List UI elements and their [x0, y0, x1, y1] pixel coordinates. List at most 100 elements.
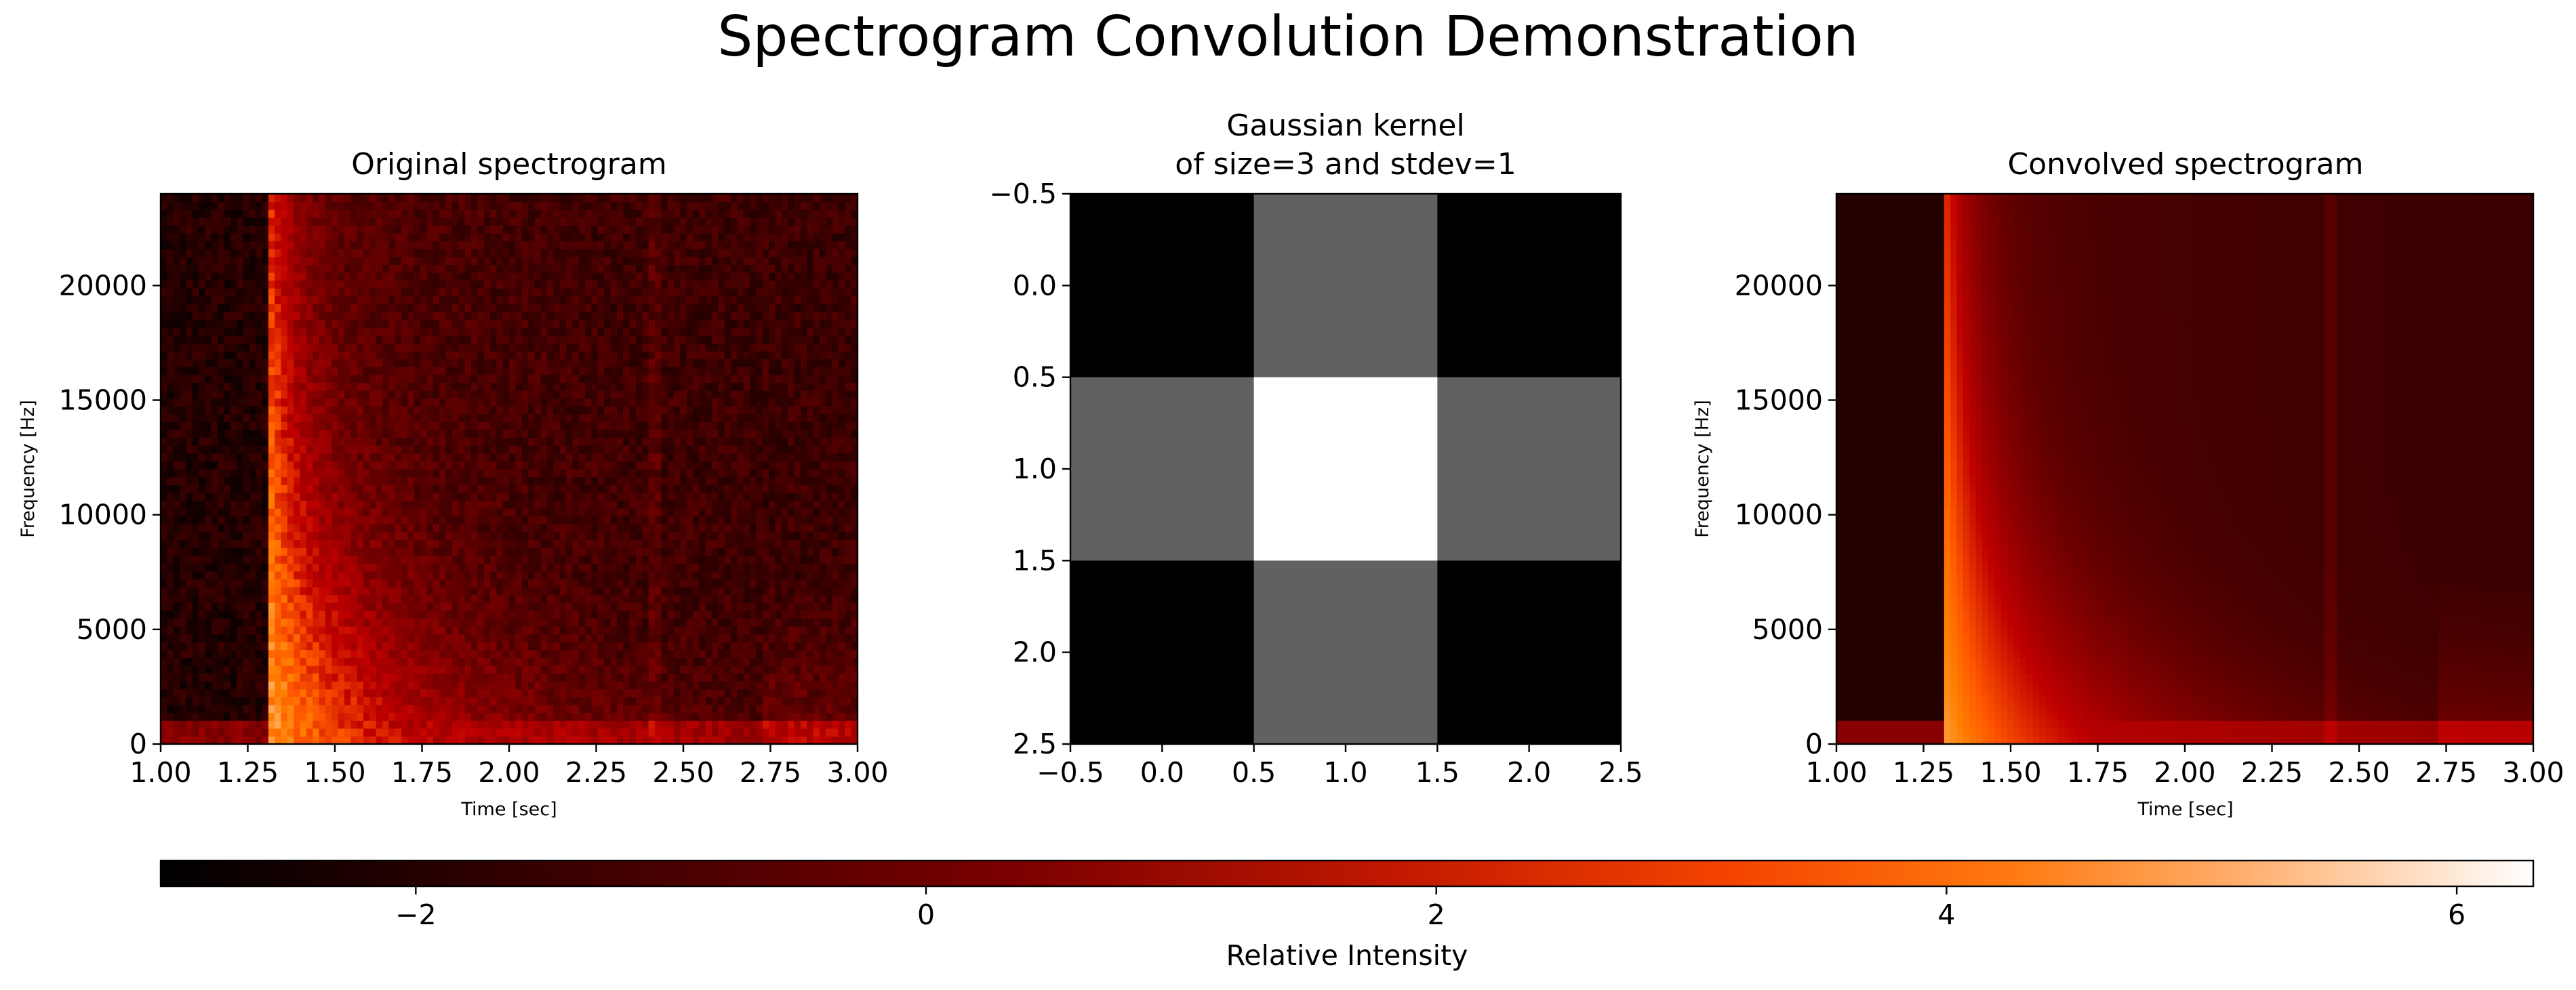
- spectrogram-cell: [547, 618, 555, 627]
- spectrogram-cell: [540, 390, 548, 399]
- spectrogram-cell: [604, 351, 611, 360]
- spectrogram-cell: [382, 626, 390, 635]
- spectrogram-cell: [350, 241, 358, 249]
- spectrogram-cell: [420, 665, 428, 674]
- spectrogram-cell: [363, 469, 370, 478]
- spectrogram-cell: [464, 367, 472, 375]
- spectrogram-cell: [205, 327, 212, 336]
- spectrogram-cell: [306, 673, 313, 682]
- spectrogram-cell: [287, 594, 294, 603]
- spectrogram-cell: [192, 500, 199, 509]
- spectrogram-cell: [319, 421, 326, 430]
- spectrogram-cell: [186, 319, 193, 328]
- spectrogram-cell: [432, 688, 440, 697]
- spectrogram-cell: [604, 673, 611, 682]
- spectrogram-cell: [515, 335, 523, 344]
- spectrogram-cell: [281, 201, 288, 210]
- spectrogram-cell: [237, 358, 244, 367]
- spectrogram-cell: [173, 469, 180, 478]
- spectrogram-cell: [218, 272, 225, 281]
- spectrogram-cell: [566, 288, 573, 297]
- spectrogram-cell: [357, 476, 364, 485]
- spectrogram-cell: [186, 194, 193, 203]
- spectrogram-cell: [534, 201, 542, 210]
- spectrogram-cell: [192, 201, 199, 210]
- spectrogram-cell: [407, 688, 415, 697]
- spectrogram-cell: [420, 673, 428, 682]
- spectrogram-cell: [161, 241, 167, 249]
- spectrogram-cell: [521, 524, 529, 533]
- spectrogram-cell: [161, 720, 167, 729]
- spectrogram-cell: [528, 531, 535, 540]
- spectrogram-cell: [275, 421, 282, 430]
- spectrogram-cell: [597, 249, 605, 257]
- spectrogram-cell: [249, 327, 256, 336]
- spectrogram-cell: [243, 508, 250, 517]
- spectrogram-cell: [243, 610, 250, 619]
- spectrogram-cell: [439, 358, 447, 367]
- spectrogram-cell: [369, 548, 377, 556]
- spectrogram-cell: [496, 445, 504, 454]
- spectrogram-cell: [287, 209, 294, 218]
- spectrogram-cell: [515, 453, 523, 461]
- spectrogram-cell: [211, 335, 218, 344]
- spectrogram-cell: [483, 445, 491, 454]
- spectrogram-cell: [300, 233, 307, 242]
- spectrogram-cell: [515, 209, 523, 218]
- spectrogram-cell: [306, 327, 313, 336]
- spectrogram-cell: [313, 705, 320, 714]
- spectrogram-cell: [401, 382, 409, 391]
- spectrogram-cell: [502, 453, 510, 461]
- spectrogram-cell: [515, 579, 523, 587]
- spectrogram-cell: [205, 469, 212, 478]
- spectrogram-cell: [578, 413, 586, 422]
- spectrogram-cell: [218, 516, 225, 524]
- spectrogram-cell: [540, 453, 548, 461]
- spectrogram-cell: [395, 712, 402, 721]
- spectrogram-cell: [414, 367, 421, 375]
- spectrogram-cell: [553, 461, 561, 470]
- spectrogram-cell: [262, 531, 269, 540]
- spectrogram-cell: [294, 382, 301, 391]
- spectrogram-cell: [559, 634, 567, 642]
- spectrogram-cell: [161, 453, 167, 461]
- spectrogram-cell: [502, 430, 510, 438]
- spectrogram-cell: [262, 453, 269, 461]
- spectrogram-cell: [432, 642, 440, 651]
- spectrogram-cell: [161, 272, 167, 281]
- spectrogram-cell: [173, 351, 180, 360]
- spectrogram-cell: [205, 201, 212, 210]
- spectrogram-cell: [572, 728, 580, 737]
- spectrogram-cell: [458, 406, 466, 415]
- spectrogram-cell: [604, 524, 611, 533]
- spectrogram-cell: [338, 634, 345, 642]
- spectrogram-cell: [464, 461, 472, 470]
- spectrogram-cell: [224, 319, 231, 328]
- spectrogram-cell: [464, 374, 472, 383]
- spectrogram-cell: [294, 390, 301, 399]
- spectrogram-cell: [224, 555, 231, 564]
- spectrogram-cell: [224, 201, 231, 210]
- spectrogram-cell: [173, 280, 180, 289]
- spectrogram-cell: [464, 508, 472, 517]
- spectrogram-cell: [224, 358, 231, 367]
- spectrogram-cell: [483, 390, 491, 399]
- spectrogram-cell: [237, 312, 244, 321]
- spectrogram-cell: [344, 594, 351, 603]
- spectrogram-cell: [294, 421, 301, 430]
- spectrogram-cell: [256, 563, 263, 572]
- spectrogram-cell: [325, 430, 332, 438]
- spectrogram-cell: [211, 539, 218, 548]
- spectrogram-cell: [489, 304, 497, 312]
- spectrogram-cell: [344, 358, 351, 367]
- spectrogram-cell: [319, 500, 326, 509]
- spectrogram-cell: [407, 225, 415, 234]
- spectrogram-cell: [515, 312, 523, 321]
- spectrogram-cell: [376, 382, 383, 391]
- spectrogram-cell: [243, 539, 250, 548]
- spectrogram-cell: [357, 563, 364, 572]
- spectrogram-cell: [275, 618, 282, 627]
- spectrogram-cell: [192, 437, 199, 446]
- spectrogram-cell: [547, 712, 555, 721]
- spectrogram-cell: [180, 335, 186, 344]
